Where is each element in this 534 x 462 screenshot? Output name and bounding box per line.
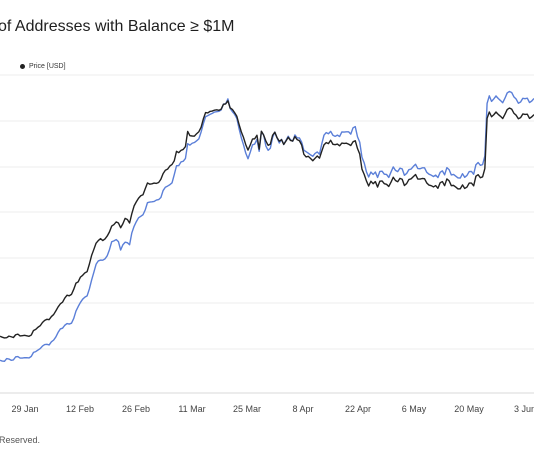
x-tick-label: 25 Mar <box>233 404 261 414</box>
addresses-series-line <box>0 90 534 362</box>
copyright-footer: Reserved. <box>0 435 41 445</box>
x-tick-label: 26 Feb <box>122 404 150 414</box>
x-tick-label: 29 Jan <box>11 404 38 414</box>
x-tick-label: 8 Apr <box>292 404 313 414</box>
price-series-line <box>0 100 534 339</box>
chart-title: of Addresses with Balance ≥ $1M <box>0 18 235 35</box>
x-tick-label: 12 Feb <box>66 404 94 414</box>
x-tick-label: 11 Mar <box>178 404 205 414</box>
legend-price-label: Price [USD] <box>29 63 66 70</box>
x-tick-label: 22 Apr <box>345 404 371 414</box>
x-tick-label: 3 Jun <box>514 404 534 414</box>
legend: Price [USD] <box>20 63 66 70</box>
x-tick-label: 20 May <box>454 404 484 414</box>
legend-price-marker <box>20 64 25 69</box>
x-tick-label: 6 May <box>402 404 427 414</box>
